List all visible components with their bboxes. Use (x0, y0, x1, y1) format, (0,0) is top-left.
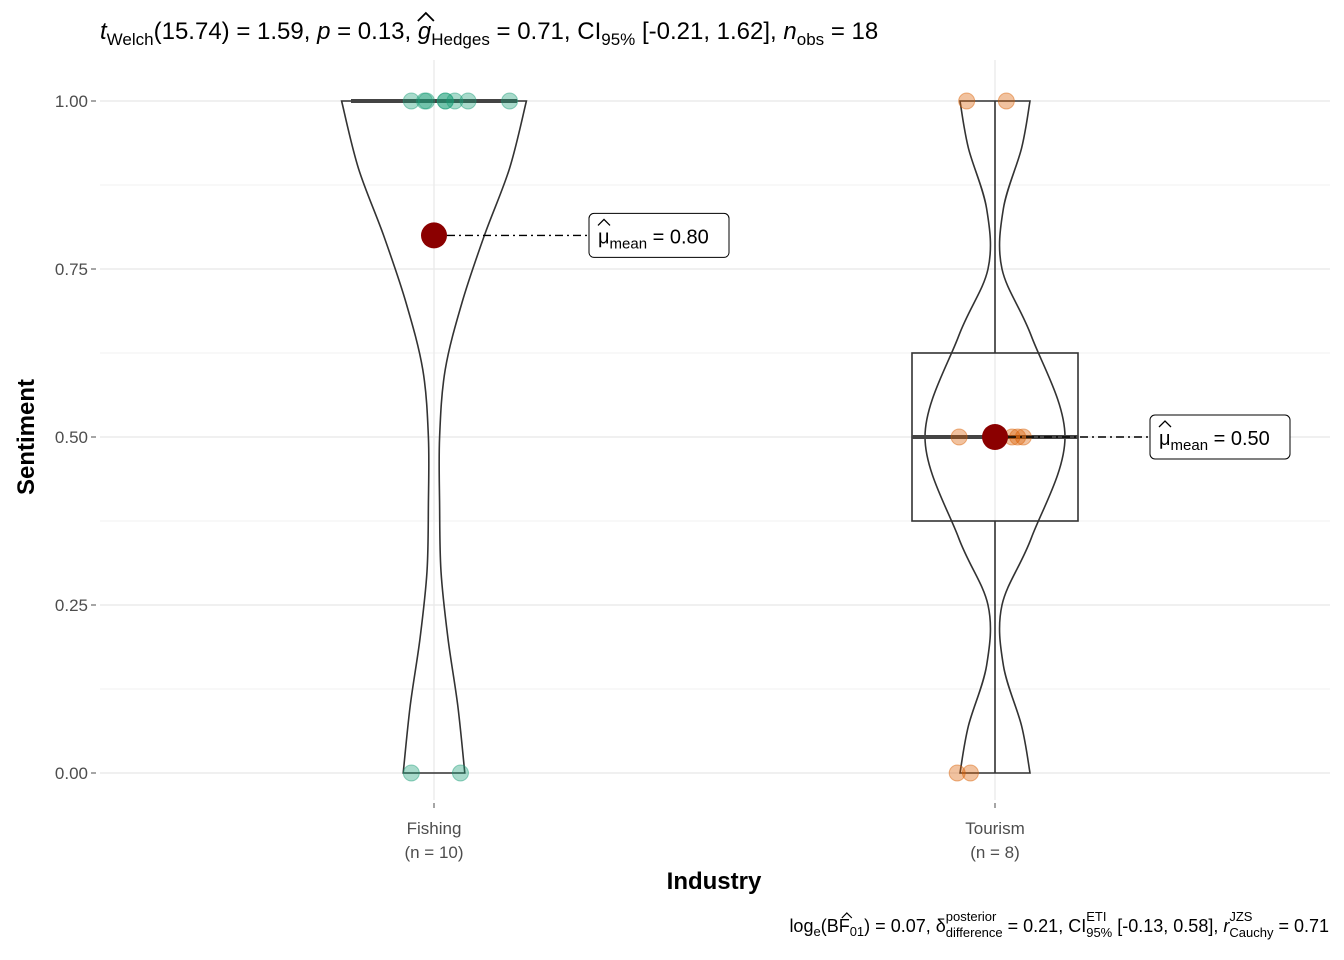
x-axis-ticks: Fishing (n = 10) Tourism (n = 8) (404, 803, 1025, 862)
data-point (997, 92, 1015, 110)
chart-caption: loge(BF01) = 0.07, δposterior difference … (789, 909, 1329, 940)
y-axis-title: Sentiment (13, 379, 40, 495)
x-axis-title: Industry (667, 868, 762, 895)
x-tick-n-label: (n = 10) (404, 843, 463, 862)
mean-label-text: μmean = 0.80 (598, 226, 709, 252)
x-tick-label: Tourism (965, 819, 1025, 838)
violin-tourism (924, 100, 1066, 774)
mean-label-box (1149, 414, 1291, 460)
hat-accent-icon (841, 912, 853, 919)
x-tick-label: Fishing (407, 819, 462, 838)
data-point (436, 92, 454, 110)
data-point (451, 764, 469, 782)
data-point (948, 764, 966, 782)
plot-area (340, 92, 1079, 782)
violin-fishing (340, 100, 528, 774)
mean-labels: μmean = 0.80 μmean = 0.50 (447, 212, 1291, 460)
y-tick-label: 0.25 (55, 596, 88, 615)
data-point (459, 92, 477, 110)
data-point (501, 92, 519, 110)
x-tick-n-label: (n = 8) (970, 843, 1020, 862)
mean-label-box (588, 212, 730, 258)
data-point (436, 92, 454, 110)
y-tick-label: 0.00 (55, 764, 88, 783)
mean-label-text: μmean = 0.50 (1159, 428, 1270, 454)
mean-point-fishing (421, 222, 447, 249)
data-point (417, 92, 435, 110)
data-point (402, 764, 420, 782)
data-point (402, 92, 420, 110)
gridlines (100, 60, 1330, 800)
data-point (961, 764, 979, 782)
data-point (950, 428, 968, 446)
chart-title: tWelch(15.74) = 1.59, p = 0.13, gHedges … (100, 18, 878, 49)
y-axis-ticks: 0.00 0.25 0.50 0.75 1.00 (55, 92, 96, 783)
y-tick-label: 1.00 (55, 92, 88, 111)
y-tick-label: 0.75 (55, 260, 88, 279)
hat-accent-icon (1158, 420, 1172, 428)
mean-point-tourism (982, 424, 1008, 450)
data-point (958, 92, 976, 110)
data-point (416, 92, 434, 110)
y-tick-label: 0.50 (55, 428, 88, 447)
hat-accent-icon (597, 218, 611, 226)
data-point (446, 92, 464, 110)
hat-accent-icon (417, 11, 435, 22)
